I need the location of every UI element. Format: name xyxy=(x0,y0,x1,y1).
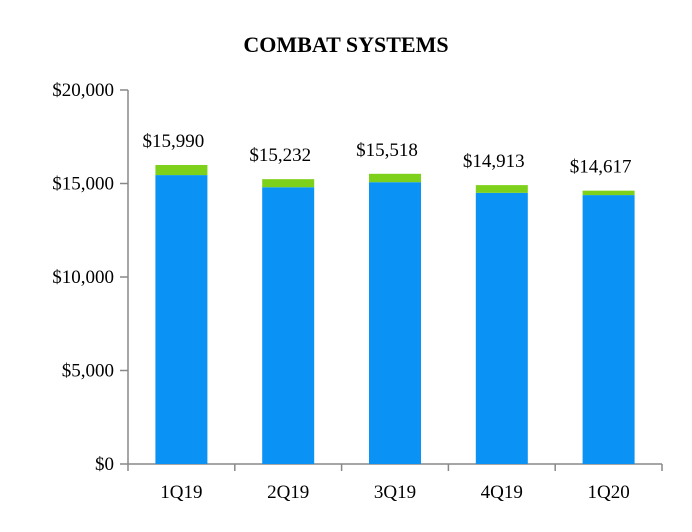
y-axis: $0 $5,000 $10,000 $15,000 $20,000 xyxy=(52,80,129,475)
x-axis: 1Q19 2Q19 3Q19 4Q19 1Q20 xyxy=(127,463,663,503)
bar-segment-primary xyxy=(475,192,528,464)
data-label: $15,232 xyxy=(249,145,311,166)
bar-segment-secondary xyxy=(582,190,635,196)
data-label: $14,913 xyxy=(463,151,525,172)
data-labels: $15,990 $15,232 $15,518 $14,913 $14,617 xyxy=(143,131,632,178)
chart-title: COMBAT SYSTEMS xyxy=(243,32,448,57)
bar-segment-primary xyxy=(155,175,208,464)
bars xyxy=(155,164,635,465)
bar-segment-secondary xyxy=(262,179,315,188)
y-tick-label: $0 xyxy=(95,454,114,475)
x-tick-label: 1Q20 xyxy=(587,482,629,503)
bar-segment-primary xyxy=(369,182,421,465)
y-tick-label: $15,000 xyxy=(52,174,114,195)
x-tick-label: 1Q19 xyxy=(160,482,202,503)
x-tick-label: 3Q19 xyxy=(374,482,416,503)
bar-segment-primary xyxy=(582,195,635,464)
x-tick-label: 4Q19 xyxy=(481,482,523,503)
x-tick-label: 2Q19 xyxy=(267,482,309,503)
bar-segment-secondary xyxy=(369,173,421,183)
y-tick-label: $10,000 xyxy=(52,267,114,288)
bar-segment-secondary xyxy=(155,164,208,176)
bar-segment-secondary xyxy=(475,185,528,193)
y-tick-label: $5,000 xyxy=(62,361,114,382)
y-tick-label: $20,000 xyxy=(52,80,114,101)
data-label: $14,617 xyxy=(570,157,632,178)
data-label: $15,518 xyxy=(356,140,418,161)
bar-segment-primary xyxy=(262,187,315,465)
data-label: $15,990 xyxy=(143,131,205,152)
